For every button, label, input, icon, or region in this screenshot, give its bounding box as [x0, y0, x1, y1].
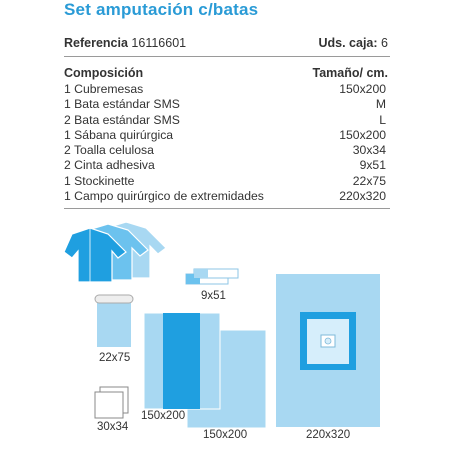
composition-item: 1 Stockinette 22x75	[64, 174, 388, 189]
item-size: 220x320	[339, 189, 386, 204]
item-size: M	[375, 97, 386, 112]
item-description: 1 Sábana quirúrgica	[64, 127, 174, 142]
gown-front	[63, 227, 127, 283]
stockinette-roll	[94, 294, 134, 304]
reference-label: Referencia	[64, 36, 128, 50]
page-title: Set amputación c/batas	[64, 0, 259, 19]
composition-item: 2 Cinta adhesiva 9x51	[64, 158, 388, 173]
tape-tab-2	[194, 269, 208, 278]
table-cover-reinforcement	[163, 313, 200, 409]
item-size: 9x51	[359, 158, 386, 173]
composition-item: 1 Cubremesas 150x200	[64, 82, 388, 97]
composition-item: 1 Sábana quirúrgica 150x200	[64, 128, 388, 143]
item-size: 150x200	[339, 82, 386, 96]
adhesive-tape-illustration	[185, 268, 239, 285]
composition-item: 1 Campo quirúrgico de extremidades 220x32…	[64, 189, 388, 204]
units-box-label: Uds. caja:	[318, 36, 378, 50]
composition-item: 1 Bata estándar SMS M	[64, 97, 388, 112]
divider-bottom	[64, 208, 390, 209]
item-description: 2 Toalla celulosa	[64, 143, 154, 158]
extremity-drape-label: 220x320	[306, 429, 351, 441]
composition-list: 1 Cubremesas 150x200 1 Bata estándar SMS M 2…	[64, 82, 388, 204]
item-size: 30x34	[352, 143, 386, 158]
divider-top	[64, 56, 390, 57]
reference-value: 16116601	[131, 36, 187, 50]
composition-label: Composición	[64, 66, 144, 80]
composition-item: 2 Toalla celulosa 30x34	[64, 143, 388, 158]
item-size: 22x75	[352, 173, 386, 188]
tape-tab	[186, 274, 200, 284]
gowns-illustration	[63, 221, 167, 283]
surgical-sheet-label: 150x200	[203, 429, 248, 441]
table-cover-label: 150x200	[141, 410, 186, 422]
towel-front	[94, 391, 124, 419]
item-size: 150x200	[339, 127, 386, 142]
towel-illustration	[94, 386, 129, 419]
item-description: 1 Bata estándar SMS	[64, 97, 180, 112]
composition-header: Composición Tamaño/ cm.	[64, 66, 388, 80]
size-header-label: Tamaño/ cm.	[312, 66, 388, 80]
units-box-value: 6	[381, 36, 388, 50]
item-size: L	[379, 112, 386, 127]
item-description: 1 Stockinette	[64, 173, 135, 188]
tape-label: 9x51	[201, 290, 226, 302]
stockinette-illustration	[94, 294, 134, 347]
composition-item: 2 Bata estándar SMS L	[64, 113, 388, 128]
item-description: 2 Cinta adhesiva	[64, 158, 155, 173]
item-description: 1 Campo quirúrgico de extremidades	[64, 189, 264, 204]
stockinette-body	[97, 301, 131, 347]
towel-label: 30x34	[97, 421, 129, 433]
reference: Referencia 16116601	[64, 36, 186, 50]
table-cover-illustration	[143, 312, 221, 410]
stockinette-label: 22x75	[99, 352, 131, 364]
item-description: 2 Bata estándar SMS	[64, 112, 180, 127]
extremity-drape-illustration	[276, 274, 380, 427]
units-per-box: Uds. caja: 6	[319, 36, 389, 50]
item-description: 1 Cubremesas	[64, 82, 144, 96]
